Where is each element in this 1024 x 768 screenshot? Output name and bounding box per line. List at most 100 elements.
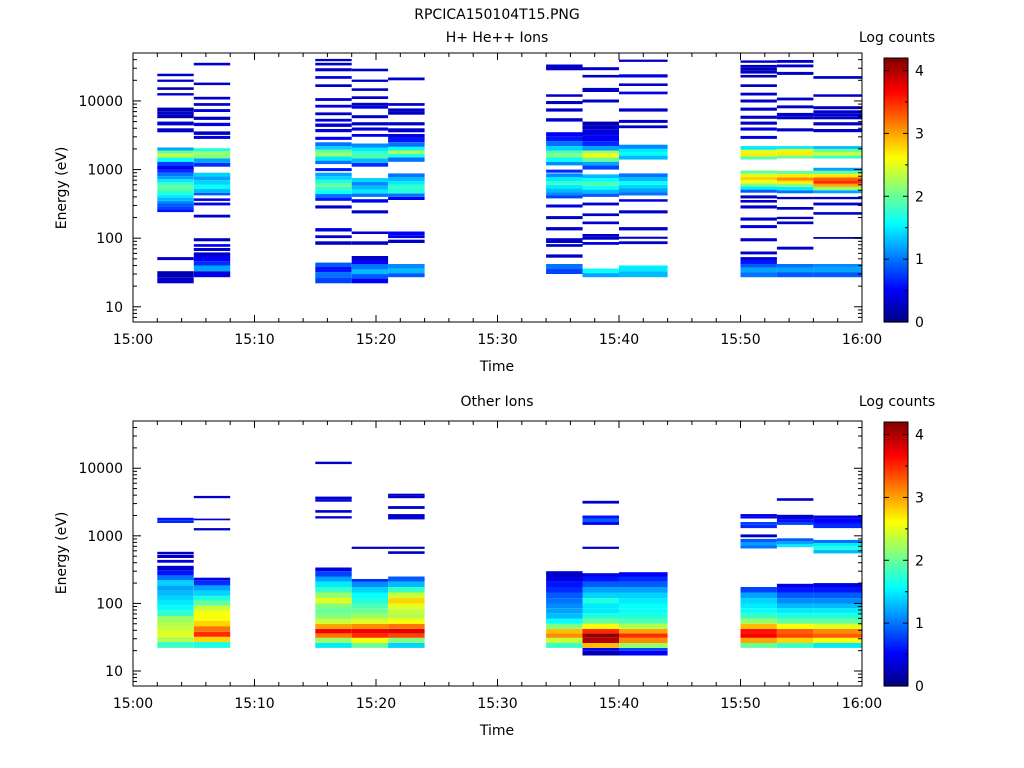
heatmap-cell — [813, 618, 862, 624]
heatmap-cell — [193, 189, 231, 193]
heatmap-cell — [813, 129, 862, 133]
heatmap-cell — [776, 608, 814, 614]
heatmap-cell — [315, 123, 352, 127]
heatmap-cell — [740, 613, 777, 619]
heatmap-cell — [776, 152, 814, 156]
axes: 15:00 15:10 15:20 15:30 15:40 15:50 16:00 10 100… — [78, 52, 882, 348]
heatmap-cell — [315, 76, 352, 79]
colorbar-swatch — [884, 589, 908, 592]
heatmap-cell — [157, 200, 194, 204]
heatmap-cell — [776, 544, 814, 548]
heatmap-cell — [740, 516, 777, 519]
colorbar-swatch — [884, 512, 908, 515]
heatmap-cell — [619, 119, 668, 123]
colorbar-swatch — [884, 209, 908, 213]
heatmap-cell — [315, 637, 352, 643]
colorbar-swatch — [884, 245, 908, 248]
x-axis-label: Time — [479, 723, 514, 739]
heatmap-cell — [582, 273, 619, 278]
heatmap-cell — [388, 493, 425, 496]
heatmap-cell — [582, 67, 619, 71]
heatmap-cell — [546, 108, 583, 112]
heatmap-cell — [157, 161, 194, 166]
heatmap-cell — [776, 155, 814, 159]
heatmap-cell — [157, 93, 194, 96]
heatmap-cell — [193, 610, 231, 617]
heatmap-cell — [740, 592, 777, 599]
heatmap-cell — [315, 118, 352, 122]
heatmap-cell — [193, 600, 231, 606]
heatmap-cell — [619, 144, 668, 149]
heatmap-cell — [157, 182, 194, 186]
colorbar-swatch — [884, 75, 908, 79]
heatmap-cell — [388, 592, 425, 599]
colorbar-swatch — [884, 446, 908, 449]
colorbar-swatch — [884, 295, 908, 299]
colorbar-tick-label: 0 — [915, 315, 924, 331]
colorbar-swatch — [884, 256, 908, 259]
colorbar-swatch — [884, 163, 908, 167]
colorbar-swatch — [884, 201, 908, 204]
colorbar-swatch — [884, 258, 908, 261]
colorbar-swatch — [884, 538, 908, 542]
colorbar-swatch — [884, 196, 908, 200]
colorbar-tick-label: 4 — [915, 64, 924, 80]
colorbar-swatch — [884, 278, 908, 281]
heatmap-cell — [351, 231, 389, 234]
heatmap-cell — [813, 174, 862, 178]
heatmap-cell — [619, 74, 668, 78]
heatmap-cell — [388, 598, 425, 604]
colorbar-swatch — [884, 653, 908, 656]
heatmap-cell — [582, 587, 619, 593]
heatmap-cell — [351, 96, 389, 99]
colorbar-swatch — [884, 441, 908, 445]
heatmap-cell — [388, 551, 425, 554]
colorbar-swatch — [884, 132, 908, 136]
x-tick-label: 15:40 — [599, 332, 639, 348]
heatmap-cell — [193, 626, 231, 632]
colorbar-swatch — [884, 117, 908, 121]
heatmap-cell — [546, 177, 583, 182]
heatmap-cell — [157, 194, 194, 198]
heatmap-cell — [157, 631, 194, 637]
heatmap-cell — [388, 643, 425, 648]
heatmap-cell — [776, 592, 814, 599]
heatmap-cell — [193, 62, 231, 66]
colorbar-swatch — [884, 148, 908, 151]
heatmap-cell — [193, 256, 231, 262]
colorbar-swatch — [884, 280, 908, 283]
colorbar-swatch — [884, 203, 908, 206]
heatmap-cell — [619, 173, 668, 177]
colorbar-swatch — [884, 159, 908, 162]
heatmap-cell — [157, 585, 194, 591]
heatmap-cell — [157, 209, 194, 213]
heatmap-cell — [193, 518, 231, 521]
heatmap-cell — [315, 142, 352, 147]
colorbar-swatch — [884, 595, 908, 599]
heatmap-cell — [776, 146, 814, 149]
heatmap-cell — [315, 592, 352, 599]
heatmap-cell — [315, 190, 352, 194]
heatmap-cell — [813, 643, 862, 648]
heatmap-cell — [582, 129, 619, 136]
heatmap-cell — [813, 592, 862, 599]
heatmap-cell — [582, 242, 619, 245]
colorbar-swatch — [884, 218, 908, 222]
colorbar-swatch — [884, 229, 908, 233]
colorbar-swatch — [884, 143, 908, 147]
heatmap-cell — [582, 268, 619, 274]
heatmap-cell — [776, 514, 814, 517]
colorbar-swatch — [884, 433, 908, 436]
heatmap-cell — [740, 251, 777, 255]
colorbar-swatch — [884, 124, 908, 127]
colorbar-swatch — [884, 666, 908, 669]
heatmap-cell — [546, 153, 583, 158]
colorbar-swatch — [884, 99, 908, 103]
colorbar-swatch — [884, 104, 908, 107]
heatmap-cells — [157, 58, 862, 284]
heatmap-cell — [193, 116, 231, 120]
heatmap-cell — [315, 146, 352, 150]
colorbar-swatch — [884, 95, 908, 99]
colorbar-swatch — [884, 496, 908, 500]
heatmap-cell — [193, 96, 231, 100]
